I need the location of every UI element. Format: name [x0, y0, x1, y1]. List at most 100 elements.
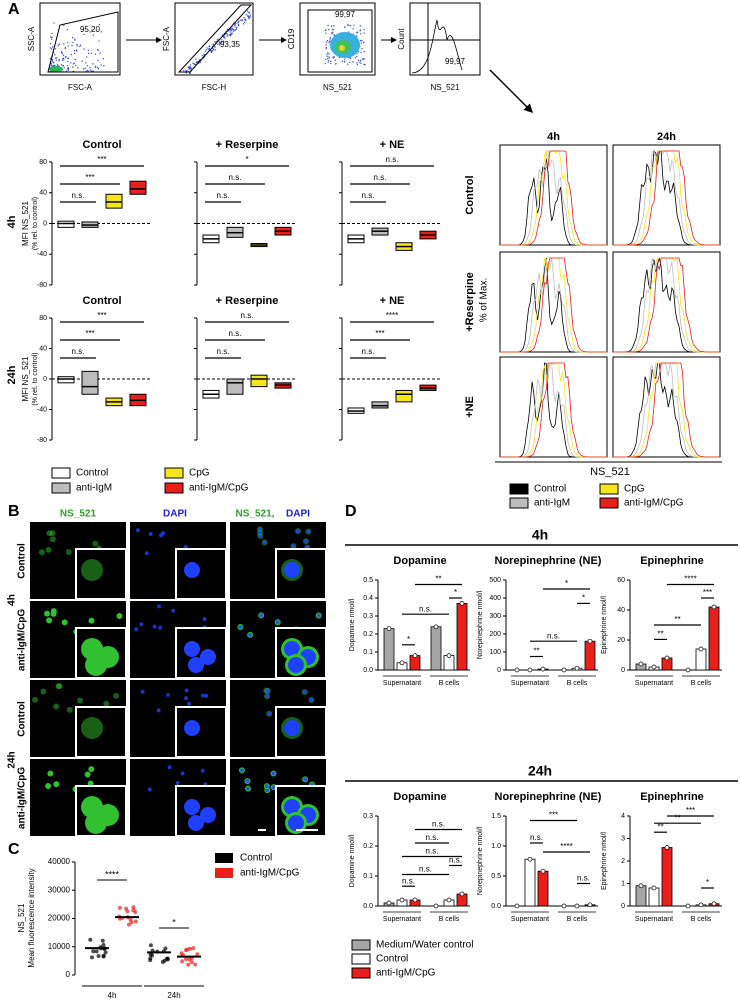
nucleus	[161, 531, 166, 536]
dot-deco	[574, 903, 580, 909]
flow-event	[94, 53, 97, 55]
group-label: Supernatant	[511, 680, 549, 687]
flow-event	[209, 45, 211, 47]
legend-swatch	[351, 967, 371, 979]
flow-event	[61, 53, 64, 55]
flow-event	[75, 64, 77, 67]
flow-event	[183, 69, 185, 72]
flow-event	[243, 17, 245, 19]
row-label: +Reserpine	[464, 272, 476, 332]
flow-event	[94, 66, 97, 69]
nucleus	[295, 529, 300, 534]
y-tick-label: 80	[39, 159, 47, 166]
flow-event	[83, 48, 85, 50]
flow-event	[62, 65, 64, 67]
flow-event	[186, 70, 188, 72]
dot-deco	[459, 891, 465, 897]
flow-event	[74, 39, 76, 41]
sig-label: ***	[549, 811, 558, 820]
column-label: NS_521	[60, 509, 97, 520]
plot-title: + NE	[380, 295, 405, 307]
flow-event	[50, 36, 52, 38]
y-tick-label: 0.0	[491, 903, 501, 910]
nucleus	[171, 608, 176, 613]
nucleus	[271, 785, 276, 790]
flow-event	[221, 39, 223, 41]
y-tick-label: 300	[489, 613, 501, 620]
flow-event	[67, 60, 69, 63]
nucleus	[265, 788, 270, 793]
sig-label: n.s.	[362, 191, 375, 200]
flow-event	[214, 45, 216, 48]
flow-event	[234, 29, 236, 31]
sig-label: **	[674, 813, 680, 822]
flow-event	[67, 67, 70, 69]
arrow	[489, 69, 534, 114]
flow-event	[229, 29, 231, 32]
nucleus	[200, 649, 216, 665]
dot-deco	[189, 960, 194, 965]
flow-event	[231, 30, 233, 32]
flow-event	[51, 36, 53, 39]
y-tick-label: 1.0	[491, 843, 501, 850]
inset	[175, 548, 227, 600]
flow-event	[214, 40, 216, 43]
box	[395, 389, 413, 403]
dot-deco	[386, 626, 392, 631]
nucleus	[257, 530, 262, 535]
bar	[695, 648, 707, 671]
flow-event	[362, 58, 364, 60]
flow-event	[86, 65, 89, 67]
y-tick-label: 10000	[48, 942, 71, 951]
sig-label: n.s.	[530, 833, 543, 842]
panel-letter: B	[8, 503, 20, 520]
legend-label: anti-IgM/CpG	[376, 968, 436, 979]
sig-label: n.s.	[217, 347, 230, 356]
flow-event	[347, 24, 350, 26]
dot-deco	[183, 948, 188, 953]
legend-label: Medium/Water control	[376, 940, 473, 951]
flow-event	[359, 61, 361, 63]
flow-event	[89, 67, 91, 69]
sig-label: ***	[85, 173, 94, 182]
nucleus	[144, 551, 149, 556]
flow-event	[234, 23, 236, 26]
flow-event	[76, 43, 78, 46]
axis-label: NS_521	[590, 466, 630, 478]
flow-event	[92, 70, 94, 72]
sig-label: n.s.	[577, 874, 590, 883]
axis-label: CD19	[287, 28, 296, 49]
flow-event	[189, 65, 191, 68]
group-label: Supernatant	[383, 916, 421, 923]
gate-value: 93,35	[220, 40, 241, 49]
flow-event	[63, 43, 65, 45]
group-label: B cells	[567, 680, 588, 687]
chart-title: Epinephrine	[640, 555, 704, 567]
flow-event	[73, 52, 76, 55]
gate	[177, 4, 253, 73]
panel-letter: C	[8, 841, 20, 858]
flow-event	[72, 41, 74, 44]
flow-event	[356, 62, 358, 64]
y-tick-label: 0	[66, 970, 71, 979]
dot-deco	[433, 624, 439, 630]
y-tick-label: 100	[489, 649, 501, 656]
flow-event	[344, 26, 346, 28]
axis-label: Norepinephrine nmol/l	[477, 826, 484, 895]
plot-title: Control	[82, 139, 121, 151]
flow-event	[325, 41, 328, 43]
nucleus	[184, 799, 200, 815]
y-tick-label: 0.5	[363, 577, 373, 584]
legend-label: Control	[534, 484, 566, 495]
gate-value: 99,97	[445, 57, 466, 66]
flow-event	[67, 45, 69, 47]
cell	[88, 617, 95, 624]
flow-event	[246, 10, 249, 12]
dot-deco	[91, 949, 96, 954]
flow-event	[360, 42, 363, 44]
nucleus	[134, 627, 139, 632]
flow-event	[346, 24, 349, 26]
cell	[65, 548, 72, 555]
nucleus	[288, 657, 304, 673]
box	[250, 374, 268, 388]
